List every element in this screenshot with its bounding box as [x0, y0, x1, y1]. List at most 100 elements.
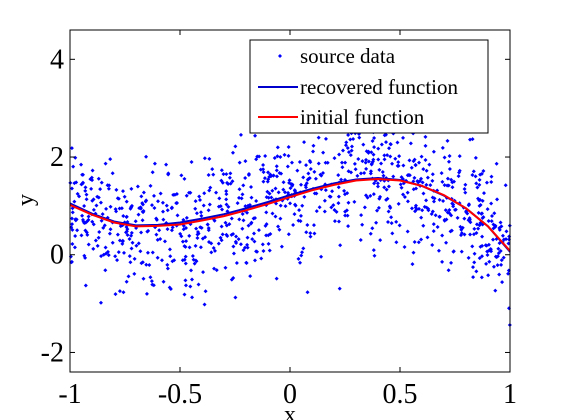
- data-point: [467, 202, 472, 207]
- data-point: [199, 210, 204, 215]
- data-point: [127, 254, 132, 259]
- data-point: [394, 240, 399, 245]
- data-point: [254, 198, 259, 203]
- data-point: [252, 231, 257, 236]
- data-point: [393, 156, 398, 161]
- data-point: [302, 140, 307, 145]
- data-point: [483, 243, 488, 248]
- data-point: [329, 205, 334, 210]
- data-point: [141, 208, 146, 213]
- data-point: [136, 212, 141, 217]
- data-point: [491, 264, 496, 269]
- data-point: [370, 139, 375, 144]
- data-point: [466, 218, 471, 223]
- data-point: [332, 207, 337, 212]
- data-point: [295, 168, 300, 173]
- data-point: [193, 199, 198, 204]
- data-point: [183, 283, 188, 288]
- data-point: [421, 223, 426, 228]
- data-point: [499, 262, 504, 267]
- data-point: [115, 258, 120, 263]
- data-point: [96, 195, 101, 200]
- data-point: [117, 289, 122, 294]
- data-point: [69, 259, 74, 264]
- data-point: [205, 222, 210, 227]
- data-point: [292, 212, 297, 217]
- data-point: [240, 226, 245, 231]
- data-point: [155, 255, 160, 260]
- data-point: [251, 216, 256, 221]
- data-point: [428, 183, 433, 188]
- data-point: [481, 191, 486, 196]
- data-point: [224, 172, 229, 177]
- data-point: [241, 248, 246, 253]
- y-tick-label: 2: [50, 142, 64, 173]
- data-point: [227, 175, 232, 180]
- data-point: [161, 279, 166, 284]
- data-point: [219, 224, 224, 229]
- data-point: [433, 213, 438, 218]
- data-point: [170, 225, 175, 230]
- data-point: [308, 234, 313, 239]
- data-point: [355, 173, 360, 178]
- data-point: [424, 168, 429, 173]
- data-point: [211, 172, 216, 177]
- data-point: [105, 249, 110, 254]
- data-point: [121, 290, 126, 295]
- data-point: [327, 194, 332, 199]
- data-point: [471, 275, 476, 280]
- data-point: [99, 180, 104, 185]
- data-point: [69, 146, 74, 151]
- data-point: [379, 142, 384, 147]
- data-point: [106, 253, 111, 258]
- data-point: [374, 220, 379, 225]
- data-point: [103, 161, 108, 166]
- data-point: [145, 250, 150, 255]
- data-point: [457, 154, 462, 159]
- data-point: [267, 191, 272, 196]
- data-point: [501, 237, 506, 242]
- data-point: [389, 215, 394, 220]
- data-point: [397, 154, 402, 159]
- data-point: [72, 199, 77, 204]
- data-point: [277, 170, 282, 175]
- data-point: [506, 271, 511, 276]
- data-point: [470, 265, 475, 270]
- data-point: [336, 219, 341, 224]
- data-point: [84, 192, 89, 197]
- data-point: [79, 233, 84, 238]
- data-point: [265, 179, 270, 184]
- data-point: [189, 268, 194, 273]
- y-tick-label: -2: [41, 337, 64, 368]
- data-point: [430, 195, 435, 200]
- data-point: [113, 207, 118, 212]
- data-point: [202, 302, 207, 307]
- data-point: [191, 257, 196, 262]
- data-point: [486, 273, 491, 278]
- x-axis-label: x: [284, 402, 296, 420]
- data-point: [402, 195, 407, 200]
- data-point: [94, 203, 99, 208]
- data-point: [264, 233, 269, 238]
- data-point: [352, 161, 357, 166]
- legend: source data recovered function initial fun…: [249, 39, 489, 134]
- data-point: [237, 187, 242, 192]
- data-point: [300, 250, 305, 255]
- data-point: [274, 174, 279, 179]
- data-point: [338, 243, 343, 248]
- data-point: [321, 150, 326, 155]
- data-point: [470, 172, 475, 177]
- data-point: [468, 232, 473, 237]
- data-point: [375, 181, 380, 186]
- data-point: [486, 219, 491, 224]
- data-point: [98, 187, 103, 192]
- data-point: [325, 160, 330, 165]
- data-point: [83, 283, 88, 288]
- data-point: [311, 149, 316, 154]
- data-point: [402, 244, 407, 249]
- data-point: [169, 228, 174, 233]
- data-point: [108, 204, 113, 209]
- data-point: [183, 278, 188, 283]
- data-point: [129, 186, 134, 191]
